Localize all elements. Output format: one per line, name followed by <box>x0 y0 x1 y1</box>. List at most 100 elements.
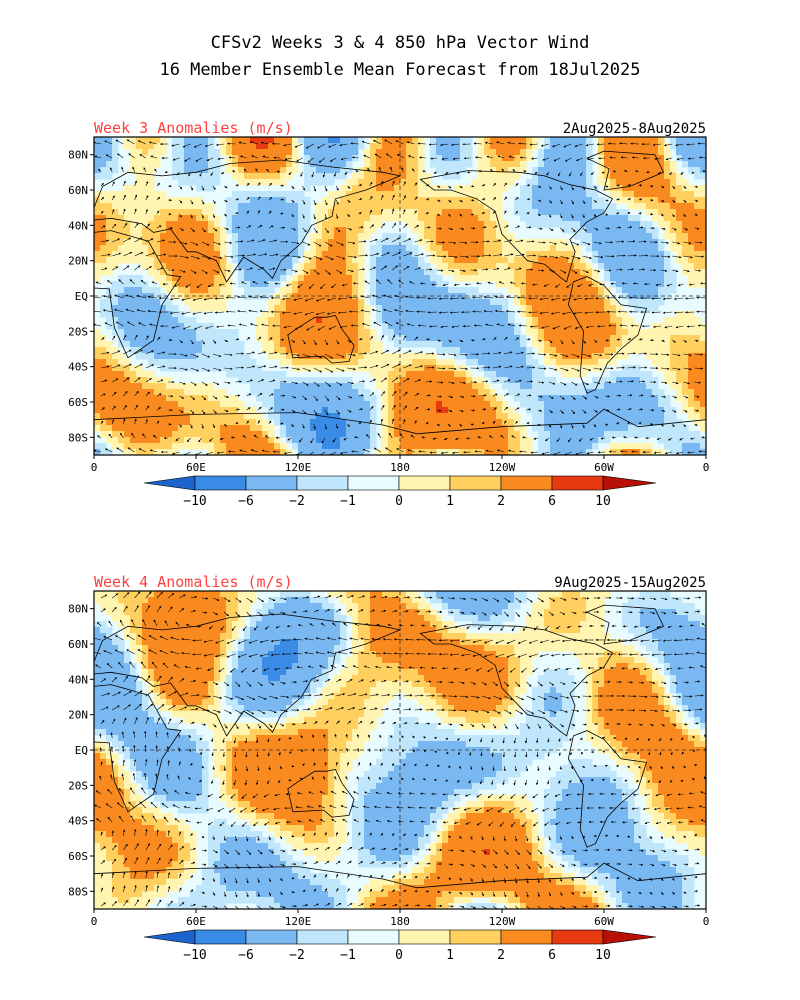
anomaly-cell <box>178 155 185 162</box>
anomaly-cell <box>184 167 191 174</box>
anomaly-cell <box>220 275 227 282</box>
anomaly-cell <box>472 437 479 444</box>
anomaly-cell <box>352 419 359 426</box>
anomaly-cell <box>244 215 251 222</box>
anomaly-cell <box>238 191 245 198</box>
anomaly-cell <box>556 185 563 192</box>
anomaly-cell <box>664 257 671 264</box>
anomaly-cell <box>676 431 683 438</box>
anomaly-cell <box>304 317 311 324</box>
anomaly-cell <box>280 389 287 396</box>
anomaly-cell <box>628 215 635 222</box>
anomaly-cell <box>640 161 647 168</box>
anomaly-cell <box>244 425 251 432</box>
anomaly-cell <box>640 431 647 438</box>
anomaly-cell <box>178 149 185 156</box>
anomaly-cell <box>496 209 503 216</box>
anomaly-cell <box>328 137 335 144</box>
anomaly-cell <box>238 233 245 240</box>
anomaly-cell <box>250 443 257 450</box>
anomaly-cell <box>376 143 383 150</box>
anomaly-cell <box>604 395 611 402</box>
anomaly-cell <box>652 389 659 396</box>
anomaly-cell <box>454 197 461 204</box>
anomaly-cell <box>94 383 101 390</box>
anomaly-cell <box>466 245 473 252</box>
anomaly-cell <box>262 155 269 162</box>
anomaly-cell <box>346 353 353 360</box>
anomaly-cell <box>142 227 149 234</box>
anomaly-cell <box>130 347 137 354</box>
anomaly-cell <box>532 251 539 258</box>
anomaly-cell <box>520 401 527 408</box>
anomaly-cell <box>478 443 485 450</box>
anomaly-cell <box>304 407 311 414</box>
anomaly-cell <box>424 269 431 276</box>
wind-vector <box>132 166 135 173</box>
wind-vector <box>508 155 516 159</box>
anomaly-cell <box>310 239 317 246</box>
anomaly-cell <box>436 281 443 288</box>
anomaly-cell <box>454 395 461 402</box>
anomaly-cell <box>508 437 515 444</box>
wind-vector <box>284 157 292 161</box>
anomaly-cell <box>466 275 473 282</box>
anomaly-cell <box>298 239 305 246</box>
anomaly-cell <box>442 287 449 294</box>
anomaly-cell <box>580 197 587 204</box>
anomaly-cell <box>556 359 563 366</box>
anomaly-cell <box>244 227 251 234</box>
anomaly-cell <box>118 389 125 396</box>
anomaly-cell <box>310 137 317 144</box>
anomaly-cell <box>148 389 155 396</box>
anomaly-cell <box>256 245 263 252</box>
anomaly-cell <box>544 257 551 264</box>
anomaly-cell <box>214 167 221 174</box>
anomaly-cell <box>334 299 341 306</box>
anomaly-cell <box>298 299 305 306</box>
anomaly-cell <box>670 215 677 222</box>
anomaly-cell <box>556 365 563 372</box>
anomaly-cell <box>100 377 107 384</box>
anomaly-cell <box>658 449 665 455</box>
anomaly-cell <box>208 143 215 150</box>
anomaly-cell <box>154 401 161 408</box>
anomaly-cell <box>232 203 239 210</box>
anomaly-cell <box>268 191 275 198</box>
anomaly-cell <box>256 395 263 402</box>
anomaly-cell <box>610 407 617 414</box>
anomaly-cell <box>286 263 293 270</box>
anomaly-cell <box>664 419 671 426</box>
anomaly-cell <box>532 407 539 414</box>
anomaly-cell <box>418 323 425 330</box>
anomaly-cell <box>310 377 317 384</box>
anomaly-cell <box>562 215 569 222</box>
anomaly-cell <box>190 347 197 354</box>
anomaly-cell <box>430 161 437 168</box>
anomaly-cell <box>568 431 575 438</box>
anomaly-cell <box>694 137 701 144</box>
anomaly-cell <box>382 191 389 198</box>
anomaly-cell <box>490 371 497 378</box>
anomaly-cell <box>676 347 683 354</box>
anomaly-cell <box>148 239 155 246</box>
anomaly-cell <box>280 215 287 222</box>
anomaly-cell <box>190 245 197 252</box>
anomaly-cell <box>466 371 473 378</box>
anomaly-cell <box>664 413 671 420</box>
anomaly-cell <box>172 143 179 150</box>
anomaly-cell <box>256 389 263 396</box>
anomaly-cell <box>172 197 179 204</box>
anomaly-cell <box>616 197 623 204</box>
anomaly-cell <box>148 269 155 276</box>
anomaly-cell <box>322 275 329 282</box>
anomaly-cell <box>184 395 191 402</box>
anomaly-cell <box>388 185 395 192</box>
anomaly-cell <box>634 305 641 312</box>
anomaly-cell <box>592 221 599 228</box>
anomaly-cell <box>652 383 659 390</box>
anomaly-cell <box>676 449 683 455</box>
anomaly-cell <box>550 383 557 390</box>
anomaly-cell <box>232 443 239 450</box>
anomaly-cell <box>226 167 233 174</box>
